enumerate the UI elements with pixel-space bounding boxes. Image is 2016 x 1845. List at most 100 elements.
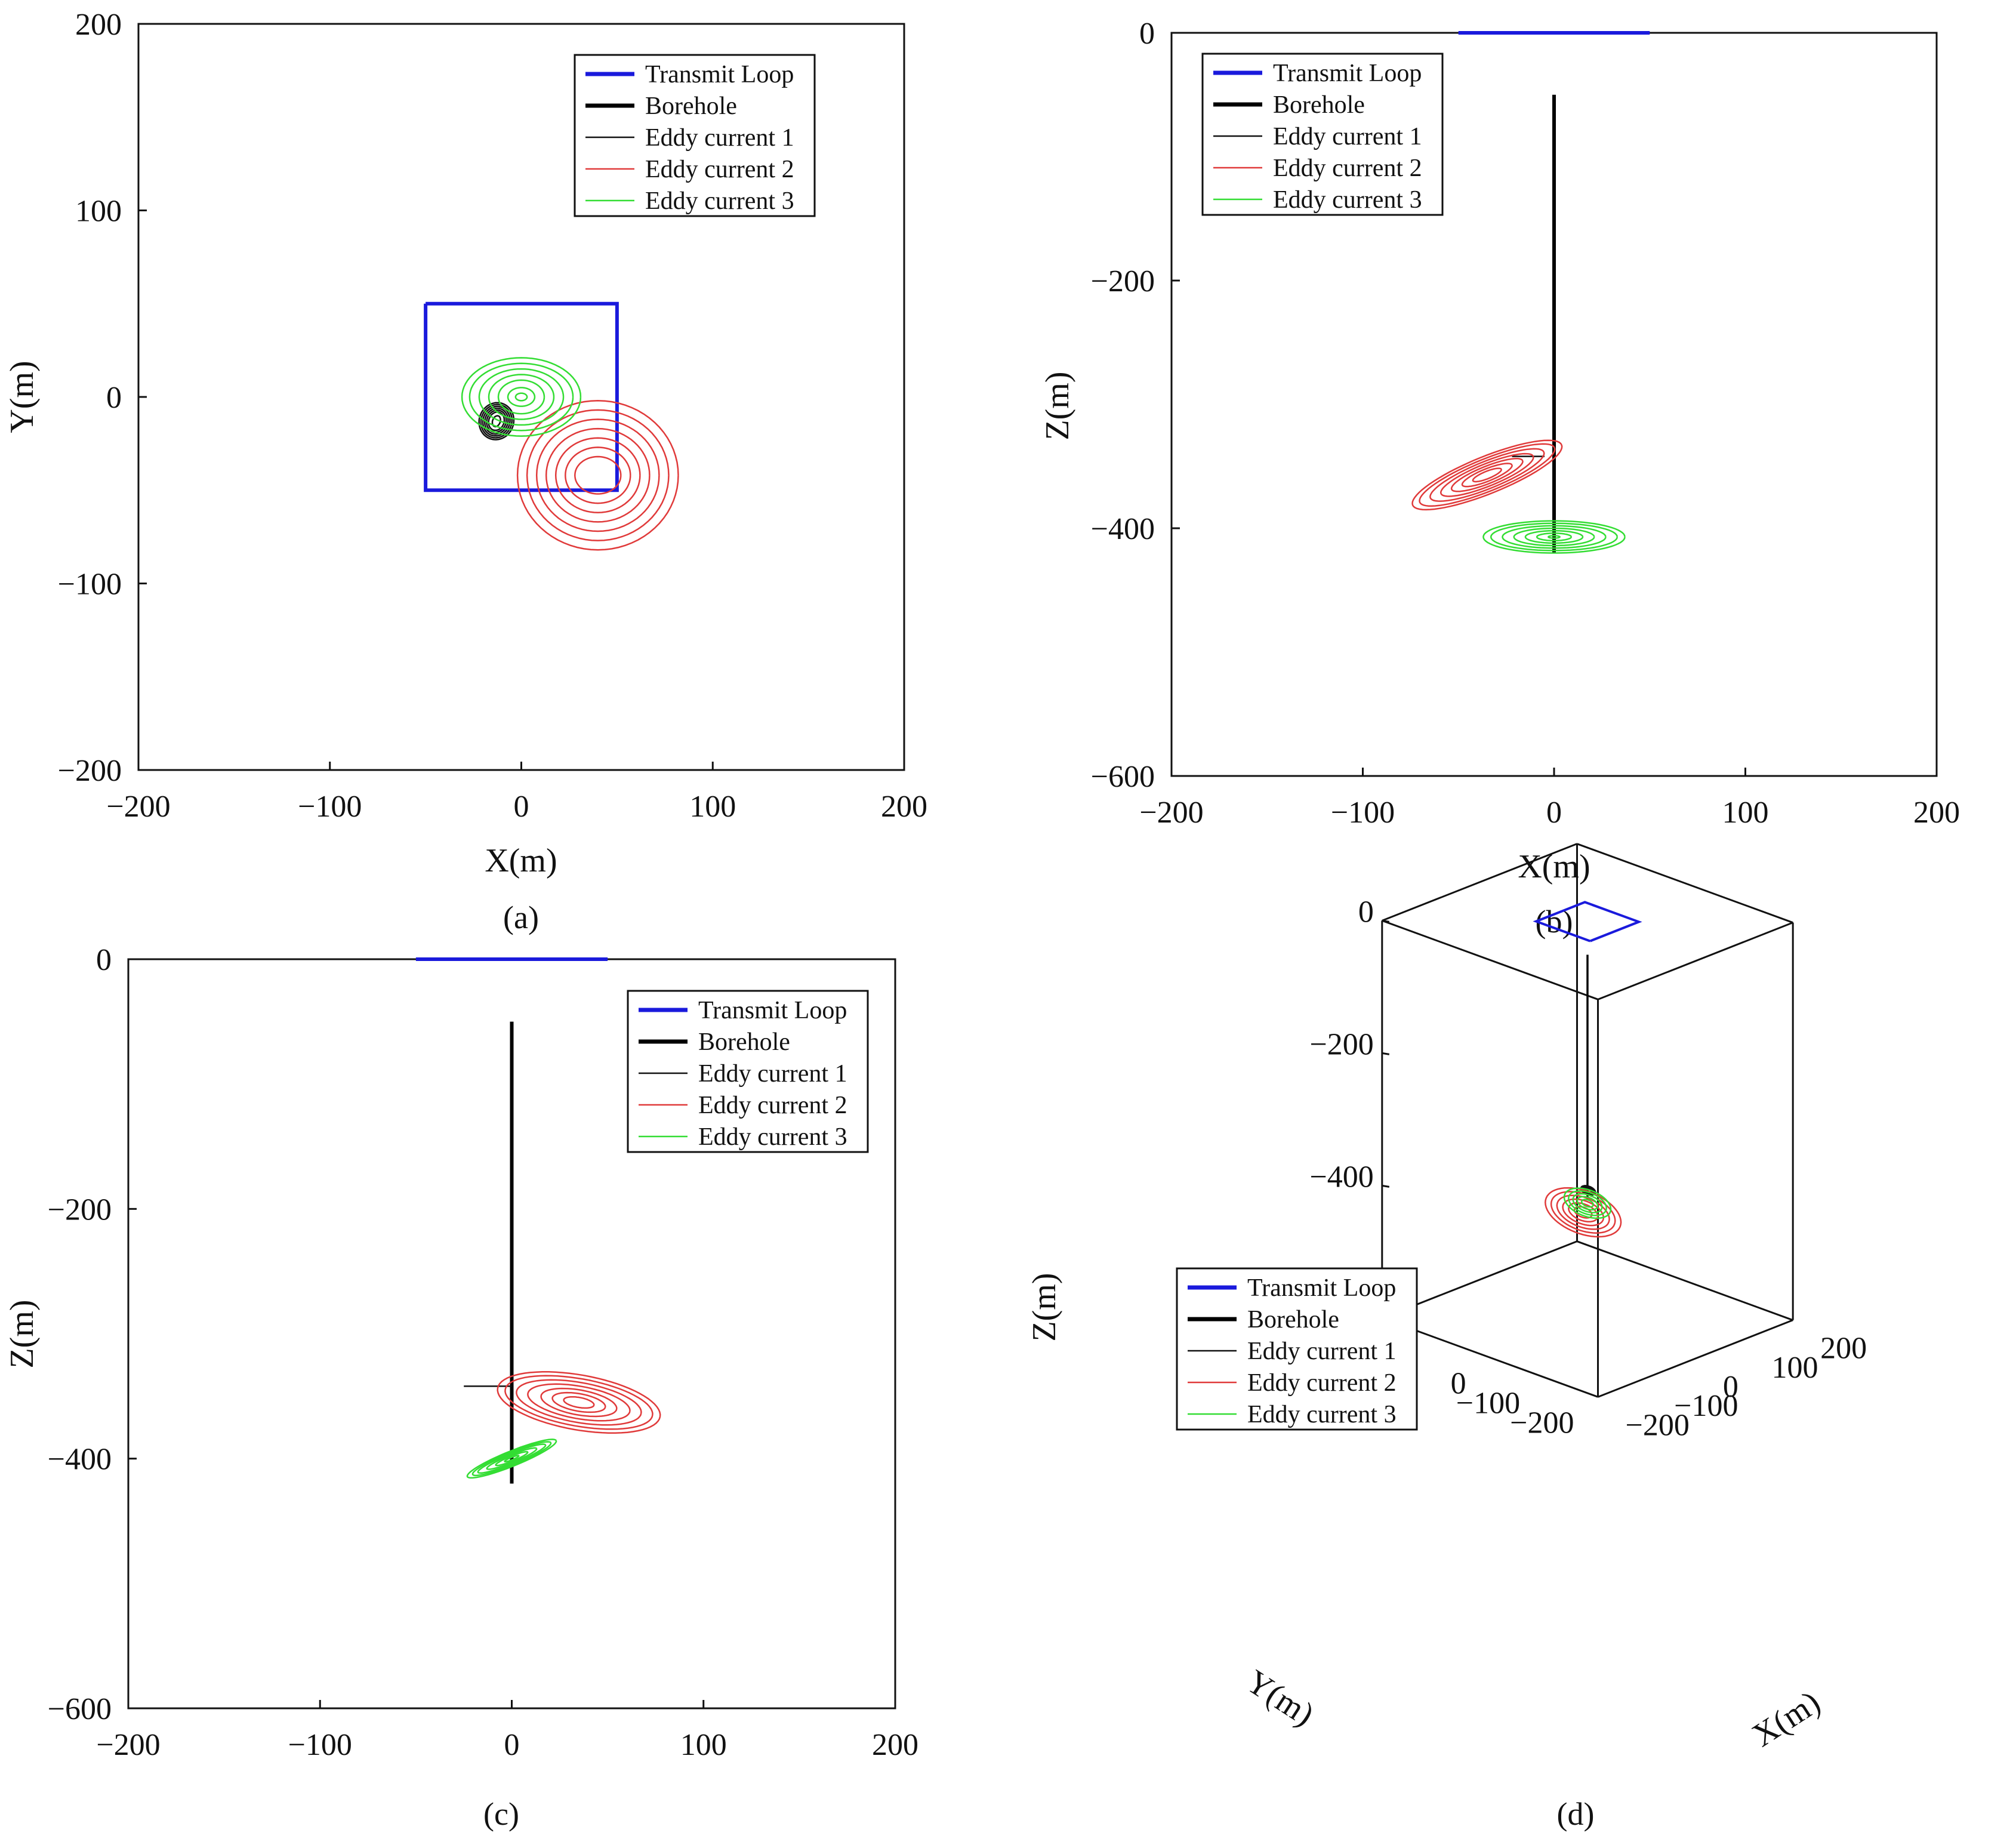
legend-label-eddy-current-1: Eddy current 1: [645, 124, 794, 152]
legend-label-eddy-current-3: Eddy current 3: [698, 1123, 847, 1151]
series-eddy-current-1-contour: [486, 409, 507, 433]
series-transmit-loop-3d: [1533, 901, 1642, 942]
series-eddy-current-3-3d-contour: [1572, 1193, 1603, 1213]
panel-caption: (c): [483, 1796, 519, 1832]
z-tick-label: −400: [1309, 1160, 1373, 1194]
y-tick-label: −200: [1091, 264, 1155, 298]
panel-d-3d-view: −600−400−2000Z(m)−200−1000100200Y(m)−200…: [1026, 843, 1867, 1832]
legend-label-eddy-current-3: Eddy current 3: [645, 187, 794, 215]
legend-label-eddy-current-2: Eddy current 2: [1247, 1369, 1397, 1397]
series-eddy-current-3-contour: [461, 357, 582, 437]
series-eddy-current-2-contour: [1419, 443, 1556, 507]
series-eddy-current-2-contour: [516, 400, 679, 551]
series-eddy-current-3-contour: [478, 368, 565, 426]
y-axis-label: Y(m): [4, 361, 41, 433]
x-axis-label: X(m): [1518, 848, 1590, 885]
series-eddy-current-2-contour: [554, 437, 641, 514]
x-tick-label: −200: [96, 1728, 160, 1762]
x-tick-label-3d: 100: [1772, 1351, 1818, 1385]
x-tick-label: 100: [680, 1728, 727, 1762]
series-eddy-current-3-contour: [1490, 522, 1619, 552]
y-axis-label: Z(m): [1039, 371, 1076, 440]
legend-label-eddy-current-3: Eddy current 3: [1273, 186, 1422, 214]
series-eddy-current-2-contour: [545, 427, 651, 523]
series-eddy-current-1-contour: [482, 405, 511, 437]
legend-label-transmit-loop: Transmit Loop: [645, 61, 794, 88]
x-tick-label-3d: −200: [1626, 1408, 1690, 1442]
panel-b-xz-section: −200 −100 0 100 200−600−400−2000X(m)Z(m)(b)T…: [1039, 17, 1960, 940]
series-eddy-current-1-contour: [478, 402, 515, 441]
series-eddy-current-2-contour: [551, 1391, 606, 1413]
panel-caption: (a): [503, 900, 539, 935]
x-tick-label: 0: [1546, 796, 1562, 830]
legend-label-eddy-current-2: Eddy current 2: [1273, 155, 1422, 182]
legend-label-transmit-loop: Transmit Loop: [698, 997, 847, 1024]
series-eddy-current-3-contour: [486, 1447, 538, 1470]
legend-box: [574, 54, 816, 217]
series-eddy-current-1-3d-contour: [1580, 1185, 1596, 1196]
series-eddy-current-3-contour: [1502, 525, 1607, 549]
y-tick-label: 100: [75, 195, 122, 229]
series-eddy-current-3-3d-contour: [1568, 1190, 1607, 1216]
x-tick-label-3d: 200: [1820, 1332, 1867, 1366]
y-tick-label: 0: [1139, 17, 1155, 51]
z-axis-label: Z(m): [1026, 1273, 1063, 1341]
y-tick-label-3d: −100: [1456, 1386, 1520, 1420]
y-tick-label: −200: [58, 754, 122, 788]
series-eddy-current-2-contour: [526, 409, 670, 541]
series-eddy-current-2-3d-contour: [1545, 1187, 1622, 1238]
y-tick-label: −600: [1091, 760, 1155, 794]
legend-box: [1201, 53, 1444, 216]
legend-label-borehole: Borehole: [1247, 1306, 1339, 1333]
series-eddy-current-3-contour: [477, 1443, 547, 1474]
series-eddy-current-3-3d-contour: [1563, 1187, 1612, 1219]
series-eddy-current-3-contour: [497, 379, 545, 415]
series-eddy-current-3-3d-contour: [1581, 1199, 1594, 1208]
x-tick-label: −100: [1331, 796, 1395, 830]
series-eddy-current-3-contour: [471, 1441, 552, 1477]
legend-label-eddy-current-2: Eddy current 2: [645, 156, 794, 183]
series-eddy-current-2-contour: [516, 1379, 642, 1426]
z-tick: [1382, 1184, 1390, 1188]
series-eddy-current-2-contour: [497, 1371, 661, 1434]
x-axis-label-3d: X(m): [1746, 1684, 1826, 1754]
x-tick-label: 100: [1722, 796, 1769, 830]
legend-label-borehole: Borehole: [645, 93, 737, 120]
y-axis-label: Z(m): [4, 1299, 41, 1368]
legend-label-transmit-loop: Transmit Loop: [1273, 60, 1422, 87]
series-eddy-current-2-contour: [540, 1387, 618, 1418]
series-eddy-current-2-contour: [1439, 452, 1534, 497]
y-tick-label: −600: [48, 1692, 112, 1726]
series-eddy-current-2-contour: [1472, 467, 1502, 483]
series-eddy-current-2-contour: [1429, 448, 1545, 502]
series-eddy-current-2-contour: [535, 418, 660, 532]
x-tick-label: 0: [504, 1728, 520, 1762]
x-tick-label: −100: [298, 790, 362, 824]
panel-a-plan-view: −200 −100 0 100 200 −200 −100 0 100 200 X(m) Y(m) (a…: [4, 8, 927, 935]
series-eddy-current-3-contour: [468, 362, 574, 432]
x-tick-label: −200: [106, 790, 170, 824]
series-eddy-current-2-contour: [563, 1396, 595, 1409]
x-tick-label: 200: [872, 1728, 918, 1762]
series-eddy-current-3-contour: [495, 1450, 529, 1467]
box-edge: [1382, 1317, 1599, 1398]
panel-c-yz-section: −200 −100 0 100 200 −600 −400 −200 0 Z(m) (c) Trans…: [4, 943, 918, 1832]
legend-box: [1176, 1267, 1418, 1431]
x-tick-label: 200: [881, 790, 927, 824]
legend-label-borehole: Borehole: [698, 1028, 790, 1056]
y-tick-label: 0: [106, 381, 122, 415]
x-tick-label: −200: [1139, 796, 1203, 830]
x-axis-label: X(m): [485, 842, 557, 879]
series-eddy-current-1-contour: [483, 407, 509, 435]
legend-label-eddy-current-1: Eddy current 1: [1273, 123, 1422, 150]
series-eddy-current-3-3d-contour: [1576, 1196, 1599, 1211]
legend-box: [627, 990, 869, 1153]
series-eddy-current-2-contour: [1461, 463, 1513, 488]
x-tick-label: 0: [514, 790, 529, 824]
y-axis-label-3d: Y(m): [1240, 1663, 1320, 1733]
y-tick-label: −400: [1091, 512, 1155, 546]
legend-label-eddy-current-3: Eddy current 3: [1247, 1401, 1397, 1428]
y-tick-label: 0: [96, 943, 112, 977]
x-tick-label: −100: [288, 1728, 352, 1762]
